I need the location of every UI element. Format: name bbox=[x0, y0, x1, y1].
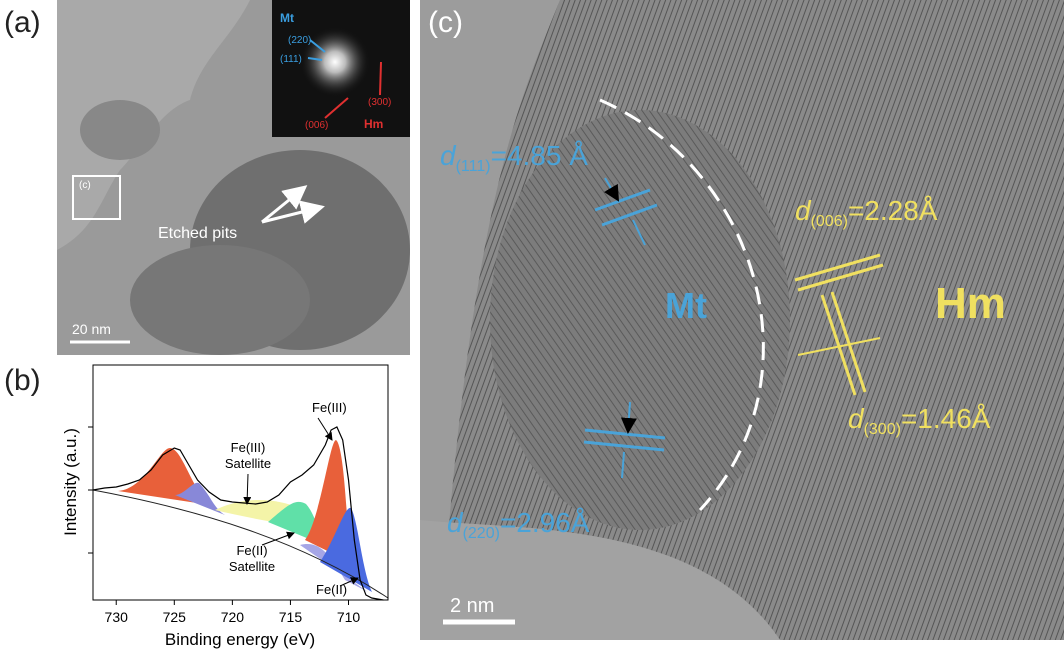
panel-label: (a) bbox=[4, 6, 41, 39]
particle-region bbox=[80, 100, 160, 160]
d-spacing-label: d(006)=2.28Å bbox=[795, 195, 938, 230]
x-tick-label: 720 bbox=[221, 609, 245, 625]
d-symbol: d bbox=[795, 195, 812, 226]
annotation-arrow bbox=[243, 473, 252, 505]
fringe-arrow bbox=[603, 177, 620, 202]
zoom-box bbox=[72, 175, 121, 220]
annotation-arrow bbox=[261, 531, 295, 546]
fringe-line bbox=[830, 291, 867, 393]
d-index: (220) bbox=[463, 525, 500, 542]
annotation: Satellite bbox=[225, 456, 271, 471]
d-symbol: d bbox=[447, 507, 464, 538]
fringe-line bbox=[601, 203, 658, 227]
fringe-line bbox=[584, 428, 666, 440]
amorphous-region bbox=[420, 0, 560, 640]
boundary bbox=[599, 98, 765, 512]
d-spacing-label: d(220)=2.96Å bbox=[447, 507, 590, 542]
phase-label: Mt bbox=[665, 285, 707, 326]
inset-label: Hm bbox=[364, 117, 383, 131]
fringe-arrow bbox=[632, 219, 646, 246]
d-spacing-label: d(111)=4.85 Å bbox=[440, 140, 588, 175]
inset-label: (220) bbox=[288, 35, 311, 46]
box-label: (c) bbox=[79, 180, 91, 191]
d-symbol: d bbox=[440, 140, 457, 171]
panel-a: Mt (220) (111) (300) (006) Hm (c) Etched… bbox=[4, 0, 410, 355]
scale-bar-label: 20 nm bbox=[72, 321, 111, 337]
d-value: =2.96Å bbox=[500, 507, 590, 538]
spectrum-line bbox=[92, 426, 384, 601]
panel-label: (b) bbox=[4, 364, 41, 397]
fringe-arrow bbox=[797, 337, 881, 356]
x-tick-label: 725 bbox=[163, 609, 187, 625]
annotation: Fe(III) bbox=[312, 400, 347, 415]
d-spacing-label: d(300)=1.46Å bbox=[848, 403, 991, 438]
panel-b: (b) Intensity (a.u.) Binding energy (eV)… bbox=[4, 364, 389, 649]
annotation-arrow bbox=[317, 417, 333, 441]
fringe-line bbox=[794, 253, 881, 282]
inset-arrow bbox=[324, 97, 349, 119]
fringe-arrow bbox=[620, 401, 637, 434]
d-value: =4.85 Å bbox=[491, 140, 589, 171]
fringe-line bbox=[820, 294, 857, 396]
fringe-line bbox=[594, 188, 651, 212]
inset-label: (300) bbox=[368, 97, 391, 108]
annotation: Fe(II) bbox=[236, 543, 267, 558]
annotation-arrow bbox=[339, 577, 359, 587]
d-value: =2.28Å bbox=[848, 195, 938, 226]
inset-label: Mt bbox=[280, 11, 294, 25]
plot-frame bbox=[92, 364, 389, 601]
x-axis-label: Binding energy (eV) bbox=[165, 630, 315, 649]
annotation: Fe(III) bbox=[231, 440, 266, 455]
x-tick-label: 730 bbox=[105, 609, 129, 625]
panel-c: (c) d(111)=4.85 Å d(006)=2.28Å Mt Hm d(3… bbox=[420, 0, 1064, 640]
inset-arrow bbox=[309, 39, 326, 53]
inset-arrow bbox=[307, 57, 323, 61]
fft-glow bbox=[300, 27, 370, 97]
fringe-arrow bbox=[621, 451, 625, 479]
x-tick-label: 710 bbox=[337, 609, 361, 625]
d-value: =1.46Å bbox=[901, 403, 991, 434]
annotation: Etched pits bbox=[158, 225, 237, 242]
fringe-line bbox=[797, 263, 884, 292]
panel-label: (c) bbox=[428, 6, 463, 39]
particle-region bbox=[130, 245, 310, 355]
annotation: Satellite bbox=[229, 559, 275, 574]
fringe-line bbox=[583, 440, 665, 452]
d-index: (300) bbox=[864, 421, 901, 438]
d-symbol: d bbox=[848, 403, 865, 434]
mt-particle bbox=[490, 110, 790, 530]
y-axis-label: Intensity (a.u.) bbox=[61, 428, 80, 536]
amorphous-region bbox=[420, 520, 780, 640]
inset-label: (006) bbox=[305, 120, 328, 131]
background-line bbox=[92, 489, 389, 599]
annotation-arrow bbox=[261, 200, 325, 224]
inset-label: (111) bbox=[280, 54, 302, 65]
scale-bar-label: 2 nm bbox=[450, 595, 494, 617]
annotation: Fe(II) bbox=[316, 582, 347, 597]
phase-label: Hm bbox=[935, 279, 1006, 328]
d-index: (111) bbox=[456, 158, 491, 175]
fit-component bbox=[175, 482, 225, 515]
x-tick-label: 715 bbox=[279, 609, 303, 625]
annotation-arrow bbox=[261, 185, 308, 224]
inset-arrow bbox=[379, 61, 382, 96]
d-index: (006) bbox=[811, 213, 848, 230]
